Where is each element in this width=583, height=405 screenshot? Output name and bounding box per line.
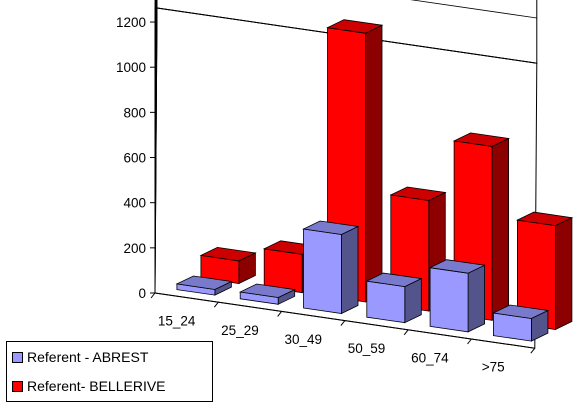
- legend-swatch-bellerive: [12, 380, 23, 392]
- y-tick-label: 1000: [116, 60, 146, 75]
- x-tick-mark: [213, 301, 219, 308]
- x-tick-mark: [150, 292, 156, 299]
- bar-side-face: [467, 264, 486, 333]
- x-axis-categories: 15_24 25_29 30_49 50_59 60_74 >75: [150, 292, 536, 375]
- x-tick-mark: [277, 311, 282, 317]
- legend-label-bellerive: Referent- BELLERIVE: [27, 378, 166, 394]
- legend-item-abrest: Referent - ABREST: [12, 347, 148, 367]
- gridline: [154, 0, 156, 23]
- bar-top-face: [326, 19, 384, 34]
- bar-abrest: [238, 283, 297, 305]
- x-category-label: 30_49: [284, 332, 322, 347]
- legend-item-bellerive: Referent- BELLERIVE: [12, 376, 166, 396]
- y-tick-label: 400: [123, 196, 146, 211]
- bar-top-face: [452, 132, 510, 147]
- gridlines: [154, 0, 537, 294]
- x-tick-mark: [530, 347, 536, 354]
- y-tick-label: 800: [123, 105, 146, 120]
- bar-abrest: [428, 259, 486, 333]
- bar-front-face: [303, 228, 342, 314]
- bar-abrest: [365, 272, 423, 324]
- x-tick-mark: [340, 320, 346, 326]
- bar-side-face: [341, 225, 359, 315]
- x-category-label: 50_59: [348, 341, 386, 356]
- x-category-label: >75: [482, 360, 505, 375]
- y-tick-label: 0: [138, 286, 146, 301]
- bars: [175, 19, 574, 342]
- y-axis-ticks: 0 200 400 600 800 1000 1200: [116, 15, 155, 301]
- y-tick-label: 200: [123, 241, 146, 256]
- bar-bellerive: [516, 211, 574, 331]
- bar-front-face: [429, 267, 469, 333]
- bar-top-face: [492, 304, 550, 319]
- x-category-label: 15_24: [158, 314, 196, 329]
- bar-abrest: [492, 304, 550, 342]
- bar-side-face: [555, 217, 573, 331]
- bar-top-face: [516, 211, 574, 227]
- bar-top-face: [365, 272, 423, 288]
- bar-abrest: [175, 275, 233, 296]
- bar-bellerive: [199, 246, 257, 285]
- y-tick-label: 600: [123, 151, 146, 166]
- x-tick-mark: [467, 338, 472, 345]
- bar-top-face: [238, 283, 297, 298]
- legend-swatch-abrest: [12, 351, 23, 363]
- bar-top-face: [428, 259, 486, 274]
- bar-top-face: [199, 246, 257, 262]
- bar-abrest: [302, 220, 360, 315]
- y-tick-label: 1200: [116, 15, 146, 30]
- bar-front-face: [366, 280, 406, 324]
- bar-top-face: [175, 275, 233, 290]
- bar-side-face: [491, 137, 510, 321]
- x-category-label: 25_29: [221, 323, 259, 338]
- bar-top-face: [389, 186, 447, 201]
- x-tick-mark: [403, 329, 409, 336]
- x-category-label: 60_74: [411, 350, 449, 365]
- legend: Referent - ABREST Referent- BELLERIVE: [6, 341, 213, 402]
- legend-label-abrest: Referent - ABREST: [27, 349, 149, 365]
- bar-side-face: [365, 24, 383, 303]
- bar-top-face: [302, 220, 360, 235]
